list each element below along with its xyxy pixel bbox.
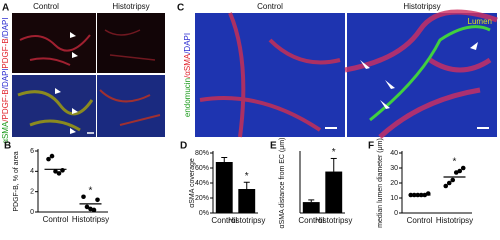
stain-label-part: /DAPI <box>1 17 10 38</box>
stain-label: endomucin/αSMA/DAPI <box>183 33 192 117</box>
bar <box>302 202 320 213</box>
column-title: Histotripsy <box>112 2 149 11</box>
column-title: Histotripsy <box>403 2 440 11</box>
y-tick-label: 2 <box>30 189 34 196</box>
y-tick-label: 40 <box>390 150 398 157</box>
panel-label: A <box>2 3 9 14</box>
y-tick-label: 4 <box>30 168 34 175</box>
data-point <box>95 197 100 203</box>
panel-label: D <box>180 141 187 152</box>
x-tick-label: Histotripsy <box>315 216 352 225</box>
stain-label-part: αSMA <box>1 121 10 144</box>
column-title: Control <box>257 2 283 11</box>
data-point <box>49 153 55 159</box>
bar <box>215 162 233 213</box>
data-point <box>446 180 452 186</box>
x-tick-label: Histotripsy <box>436 216 473 225</box>
significance: * <box>89 185 93 196</box>
y-tick-label: 60% <box>195 165 209 172</box>
stain-label-part: /DAPI <box>183 33 192 54</box>
stain-label-part: /αSMA <box>183 53 192 78</box>
data-point <box>460 165 466 171</box>
data-point <box>457 168 463 174</box>
data-point <box>53 169 58 174</box>
y-axis-title: median lumen diameter (μm) <box>377 138 384 228</box>
y-tick-label: 0 <box>30 209 34 216</box>
significance: * <box>245 171 249 182</box>
y-tick-label: 0% <box>199 210 209 217</box>
stain-label-part: PDGF-B <box>1 38 10 68</box>
y-tick-label: 6 <box>30 148 34 155</box>
lumen-annotation: Lumen <box>468 17 492 26</box>
significance: * <box>332 147 336 158</box>
y-tick-label: 30 <box>390 165 398 172</box>
y-tick-label: 0 <box>394 210 398 217</box>
significance: * <box>453 157 457 168</box>
data-point <box>450 177 456 183</box>
bar <box>325 171 343 213</box>
x-tick-label: Control <box>211 216 237 225</box>
micrographs-c <box>195 9 498 139</box>
bar <box>238 189 256 213</box>
y-axis-title: αSMA coverage <box>189 158 196 208</box>
stain-label: αSMA/PDGF-B/DAPI <box>1 68 10 143</box>
x-tick-label: Control <box>298 216 324 225</box>
data-point <box>88 206 93 212</box>
stain-label-part: /PDGF-B <box>1 89 10 121</box>
y-tick-label: 10 <box>390 195 398 202</box>
x-tick-label: Histotripsy <box>72 215 109 224</box>
data-point <box>81 194 86 200</box>
x-tick-label: Control <box>407 216 433 225</box>
panel-label: F <box>368 141 374 152</box>
stain-label: PDGF-B/DAPI <box>1 17 10 68</box>
data-point <box>443 183 449 189</box>
data-point <box>453 170 459 175</box>
y-tick-label: 80% <box>195 150 209 157</box>
stain-label-part: endomucin <box>183 78 192 117</box>
data-point <box>46 156 51 162</box>
figure: A Control Histotripsy C Control Histotri… <box>1 2 498 229</box>
y-tick-label: 20% <box>195 195 209 202</box>
y-axis-title: PDGF-B, % of area <box>13 151 20 211</box>
x-tick-label: Histotripsy <box>228 216 265 225</box>
micrographs-a <box>12 13 165 137</box>
y-axis-title: αSMA distance from EC (μm) <box>279 138 286 229</box>
panel-label: C <box>177 3 184 14</box>
y-tick-label: 20 <box>390 180 398 187</box>
data-point <box>91 207 97 213</box>
x-tick-label: Control <box>43 215 69 224</box>
data-point <box>56 171 62 176</box>
data-point <box>84 204 90 210</box>
column-title: Control <box>33 2 59 11</box>
stain-label-part: /DAPI <box>1 68 10 89</box>
panel-label: B <box>4 141 11 152</box>
panel-label: E <box>270 141 277 152</box>
y-tick-label: 40% <box>195 180 209 187</box>
